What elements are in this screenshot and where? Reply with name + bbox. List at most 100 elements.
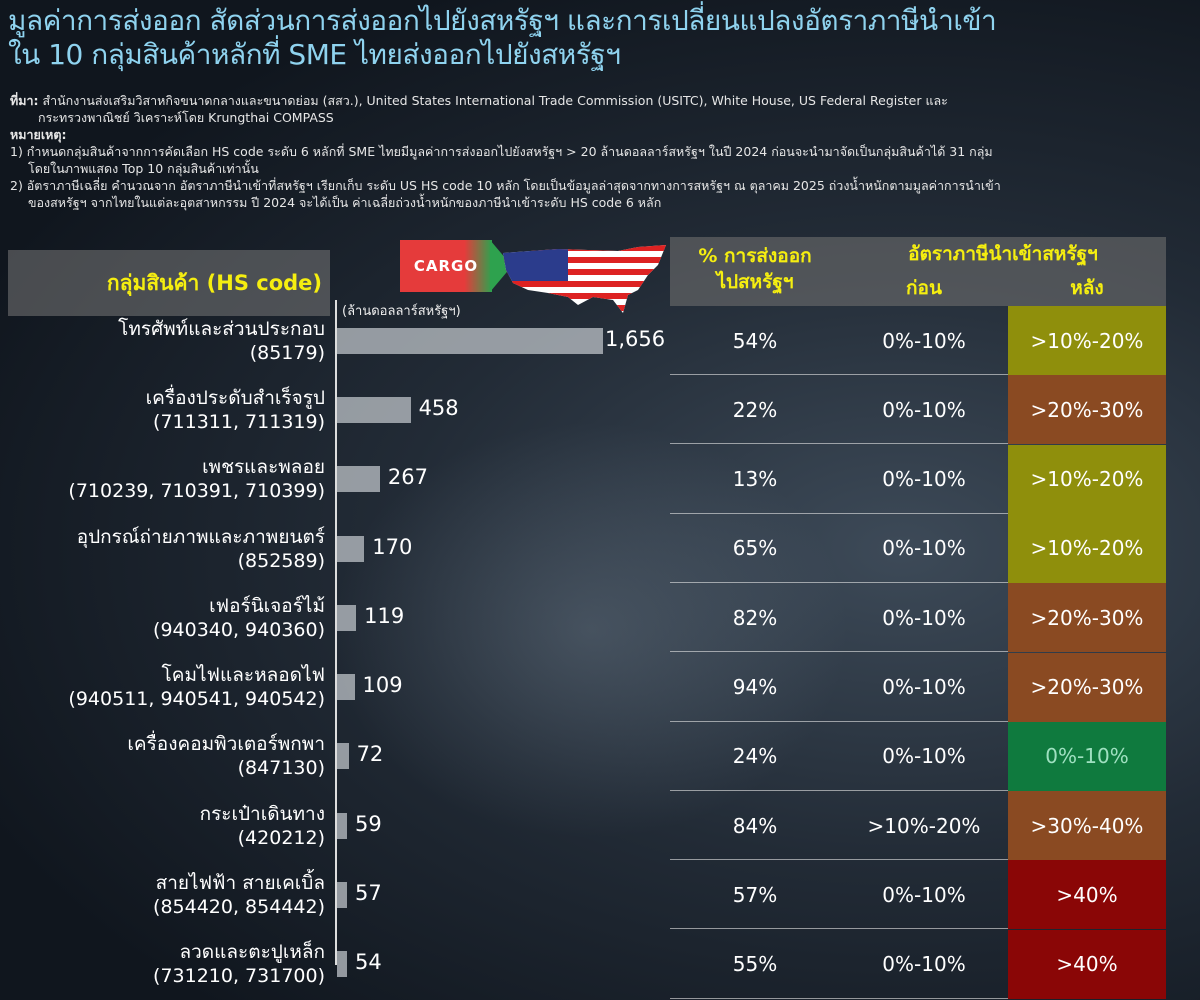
bar <box>337 674 355 701</box>
bar <box>337 535 365 562</box>
value-label: 267 <box>387 465 428 490</box>
cell-after: 0%-10% <box>1008 721 1166 791</box>
value-label: 109 <box>362 673 403 698</box>
bar <box>337 396 411 423</box>
source-text: สำนักงานส่งเสริมวิสาหกิจขนาดกลางและขนาดย… <box>42 93 948 108</box>
bar <box>337 604 357 631</box>
category-name: เครื่องประดับสำเร็จรูป <box>145 386 325 409</box>
table-row: 94% 0%-10% >20%-30% <box>670 652 1166 722</box>
cell-after: >10%-20% <box>1008 444 1166 514</box>
cell-after: >20%-30% <box>1008 652 1166 722</box>
category-code: (854420, 854442) <box>153 896 325 919</box>
source-label: ที่มา: <box>10 93 39 108</box>
value-label: 54 <box>355 950 382 975</box>
category-code: (940340, 940360) <box>153 618 325 641</box>
category-label: ลวดและตะปูเหล็ก (731210, 731700) <box>0 940 325 988</box>
category-name: ลวดและตะปูเหล็ก <box>179 941 325 964</box>
category-label: โคมไฟและหลอดไฟ (940511, 940541, 940542) <box>0 663 325 711</box>
category-code: (731210, 731700) <box>153 965 325 988</box>
cell-before: >10%-20% <box>867 813 981 838</box>
cell-before: 0%-10% <box>882 328 966 353</box>
value-label: 1,656 <box>605 326 666 351</box>
cell-after: >30%-40% <box>1008 791 1166 861</box>
cell-share: 94% <box>732 675 778 699</box>
bar <box>337 812 347 839</box>
table-row: 82% 0%-10% >20%-30% <box>670 583 1166 653</box>
category-code: (85179) <box>249 341 325 364</box>
bar <box>337 327 603 354</box>
category-label: เพชรและพลอย (710239, 710391, 710399) <box>0 455 325 503</box>
cell-after: >20%-30% <box>1008 583 1166 653</box>
value-label: 57 <box>355 881 382 906</box>
bar <box>337 466 380 493</box>
cell-before: 0%-10% <box>882 952 966 977</box>
category-code: (847130) <box>237 757 325 780</box>
header-before: ก่อน <box>906 277 942 299</box>
y-axis-line <box>335 300 337 965</box>
value-label: 59 <box>355 811 382 836</box>
category-label: เฟอร์นิเจอร์ไม้ (940340, 940360) <box>0 594 325 642</box>
value-label: 119 <box>364 603 405 628</box>
value-label: 170 <box>372 534 413 559</box>
category-code: (710239, 710391, 710399) <box>68 480 325 503</box>
unit-label: (ล้านดอลลาร์สหรัฐฯ) <box>342 304 461 319</box>
table-row: 24% 0%-10% 0%-10% <box>670 721 1166 791</box>
title-line-1: มูลค่าการส่งออก สัดส่วนการส่งออกไปยังสหร… <box>8 4 997 37</box>
cell-before: 0%-10% <box>882 536 966 561</box>
category-header: กลุ่มสินค้า (HS code) <box>8 250 330 316</box>
category-label: เครื่องประดับสำเร็จรูป (711311, 711319) <box>0 386 325 434</box>
remark-label: หมายเหตุ: <box>10 127 67 142</box>
cell-share: 82% <box>732 605 778 630</box>
category-code: (711311, 711319) <box>153 410 325 433</box>
category-name: อุปกรณ์ถ่ายภาพและภาพยนตร์ <box>76 525 325 548</box>
notes: ที่มา: สำนักงานส่งเสริมวิสาหกิจขนาดกลางแ… <box>10 92 1195 211</box>
bar <box>337 882 347 909</box>
header-share-line-1: % การส่งออก <box>698 245 812 267</box>
title-line-2: ใน 10 กลุ่มสินค้าหลักที่ SME ไทยส่งออกไป… <box>8 38 621 71</box>
table-row: 57% 0%-10% >40% <box>670 860 1166 930</box>
value-label: 72 <box>356 742 384 767</box>
category-name: โทรศัพท์และส่วนประกอบ <box>118 317 325 340</box>
category-label: สายไฟฟ้า สายเคเบิ้ล (854420, 854442) <box>0 871 325 919</box>
category-code: (940511, 940541, 940542) <box>68 688 325 711</box>
table-row: 65% 0%-10% >10%-20% <box>670 513 1166 583</box>
cell-after: >10%-20% <box>1008 513 1166 583</box>
category-label: กระเป๋าเดินทาง (420212) <box>0 802 325 850</box>
header-share-line-2: ไปสหรัฐฯ <box>716 271 794 293</box>
table-row: 13% 0%-10% >10%-20% <box>670 444 1166 514</box>
note-2b: ของสหรัฐฯ จากไทยในแต่ละอุตสาหกรรม ปี 202… <box>28 195 662 210</box>
value-label: 458 <box>418 395 459 420</box>
cell-after: >10%-20% <box>1008 306 1166 375</box>
cell-before: 0%-10% <box>882 675 966 699</box>
note-1: 1) กำหนดกลุ่มสินค้าจากการคัดเลือก HS cod… <box>10 144 993 159</box>
cell-before: 0%-10% <box>882 467 966 492</box>
category-name: สายไฟฟ้า สายเคเบิ้ล <box>155 872 325 895</box>
source-text-2: กระทรวงพาณิชย์ วิเคราะห์โดย Krungthai CO… <box>38 110 334 125</box>
note-1b: โดยในภาพแสดง Top 10 กลุ่มสินค้าเท่านั้น <box>28 161 259 176</box>
cell-share: 65% <box>732 536 778 561</box>
cell-share: 57% <box>732 882 778 907</box>
table-row: 55% 0%-10% >40% <box>670 929 1166 999</box>
note-2: 2) อัตราภาษีเฉลี่ย คำนวณจาก อัตราภาษีนำเ… <box>10 178 1001 193</box>
cell-before: 0%-10% <box>882 605 966 630</box>
table-row: 22% 0%-10% >20%-30% <box>670 375 1166 445</box>
category-name: กระเป๋าเดินทาง <box>199 802 325 825</box>
cargo-logo: CARGO <box>400 240 492 292</box>
cell-after: >40% <box>1008 860 1166 930</box>
cell-share: 84% <box>732 813 778 838</box>
category-code: (420212) <box>237 826 325 849</box>
category-label: อุปกรณ์ถ่ายภาพและภาพยนตร์ (852589) <box>0 525 325 573</box>
header-after: หลัง <box>1070 277 1104 299</box>
cell-before: 0%-10% <box>882 397 966 422</box>
cell-before: 0%-10% <box>882 744 966 769</box>
cell-share: 54% <box>732 328 778 353</box>
category-name: โคมไฟและหลอดไฟ <box>161 664 325 687</box>
category-label: เครื่องคอมพิวเตอร์พกพา (847130) <box>0 732 325 780</box>
page-title: มูลค่าการส่งออก สัดส่วนการส่งออกไปยังสหร… <box>8 4 997 72</box>
category-code: (852589) <box>237 549 325 572</box>
table-header: % การส่งออกไปสหรัฐฯ อัตราภาษีนำเข้าสหรัฐ… <box>670 237 1166 306</box>
bar <box>337 743 349 770</box>
cell-share: 22% <box>732 397 778 422</box>
header-tariff: อัตราภาษีนำเข้าสหรัฐฯ <box>908 243 1098 265</box>
table-row: 84% >10%-20% >30%-40% <box>670 791 1166 861</box>
